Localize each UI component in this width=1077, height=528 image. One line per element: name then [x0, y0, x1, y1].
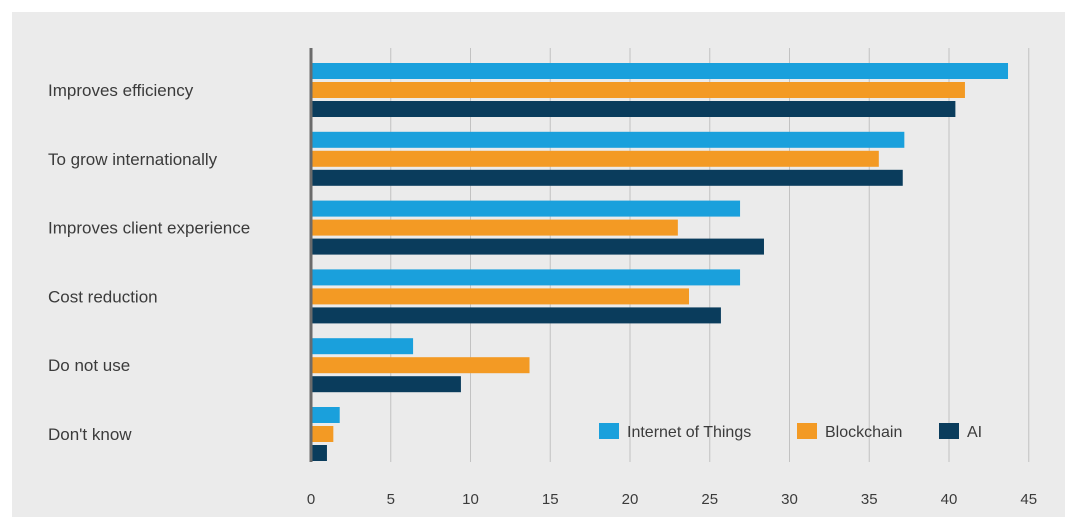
- bar: [312, 238, 764, 255]
- x-tick-label: 5: [387, 491, 395, 508]
- bar: [312, 82, 965, 98]
- bar: [312, 338, 414, 355]
- x-tick-label: 10: [462, 491, 479, 508]
- bar: [312, 357, 530, 374]
- category-label: Improves efficiency: [48, 81, 194, 100]
- bar: [312, 150, 879, 167]
- category-label: Don't know: [48, 425, 132, 444]
- bar: [312, 407, 340, 423]
- legend-swatch: [939, 423, 959, 439]
- x-tick-label: 30: [781, 491, 798, 508]
- x-tick-label: 20: [622, 491, 639, 508]
- bar: [312, 131, 905, 148]
- bar: [312, 445, 327, 461]
- bar: [312, 200, 741, 217]
- x-tick-label: 0: [307, 491, 315, 508]
- bar: [312, 63, 1009, 79]
- bar: [312, 169, 903, 186]
- category-label: To grow internationally: [48, 150, 218, 169]
- x-tick-label: 40: [941, 491, 958, 508]
- x-tick-label: 25: [701, 491, 718, 508]
- category-label: Cost reduction: [48, 287, 158, 306]
- bar: [312, 288, 690, 305]
- bar: [312, 219, 678, 236]
- bar: [312, 307, 721, 324]
- legend-swatch: [599, 423, 619, 439]
- x-tick-label: 45: [1020, 491, 1037, 508]
- x-tick-label: 15: [542, 491, 559, 508]
- legend-label: Internet of Things: [627, 424, 751, 441]
- legend-label: AI: [967, 424, 982, 441]
- bar: [312, 269, 741, 286]
- category-label: Do not use: [48, 356, 130, 375]
- x-tick-label: 35: [861, 491, 878, 508]
- bar: [312, 376, 461, 393]
- legend-label: Blockchain: [825, 424, 902, 441]
- category-labels: Improves efficiency To grow international…: [48, 81, 250, 444]
- legend-swatch: [797, 423, 817, 439]
- legend: Internet of Things Blockchain AI: [599, 423, 982, 441]
- category-label: Improves client experience: [48, 219, 250, 238]
- bar: [312, 426, 334, 442]
- x-axis-tick-labels: 0 5 10 15 20 25 30 35 40 45: [307, 491, 1037, 508]
- bar: [312, 101, 956, 117]
- bars: [312, 63, 1009, 461]
